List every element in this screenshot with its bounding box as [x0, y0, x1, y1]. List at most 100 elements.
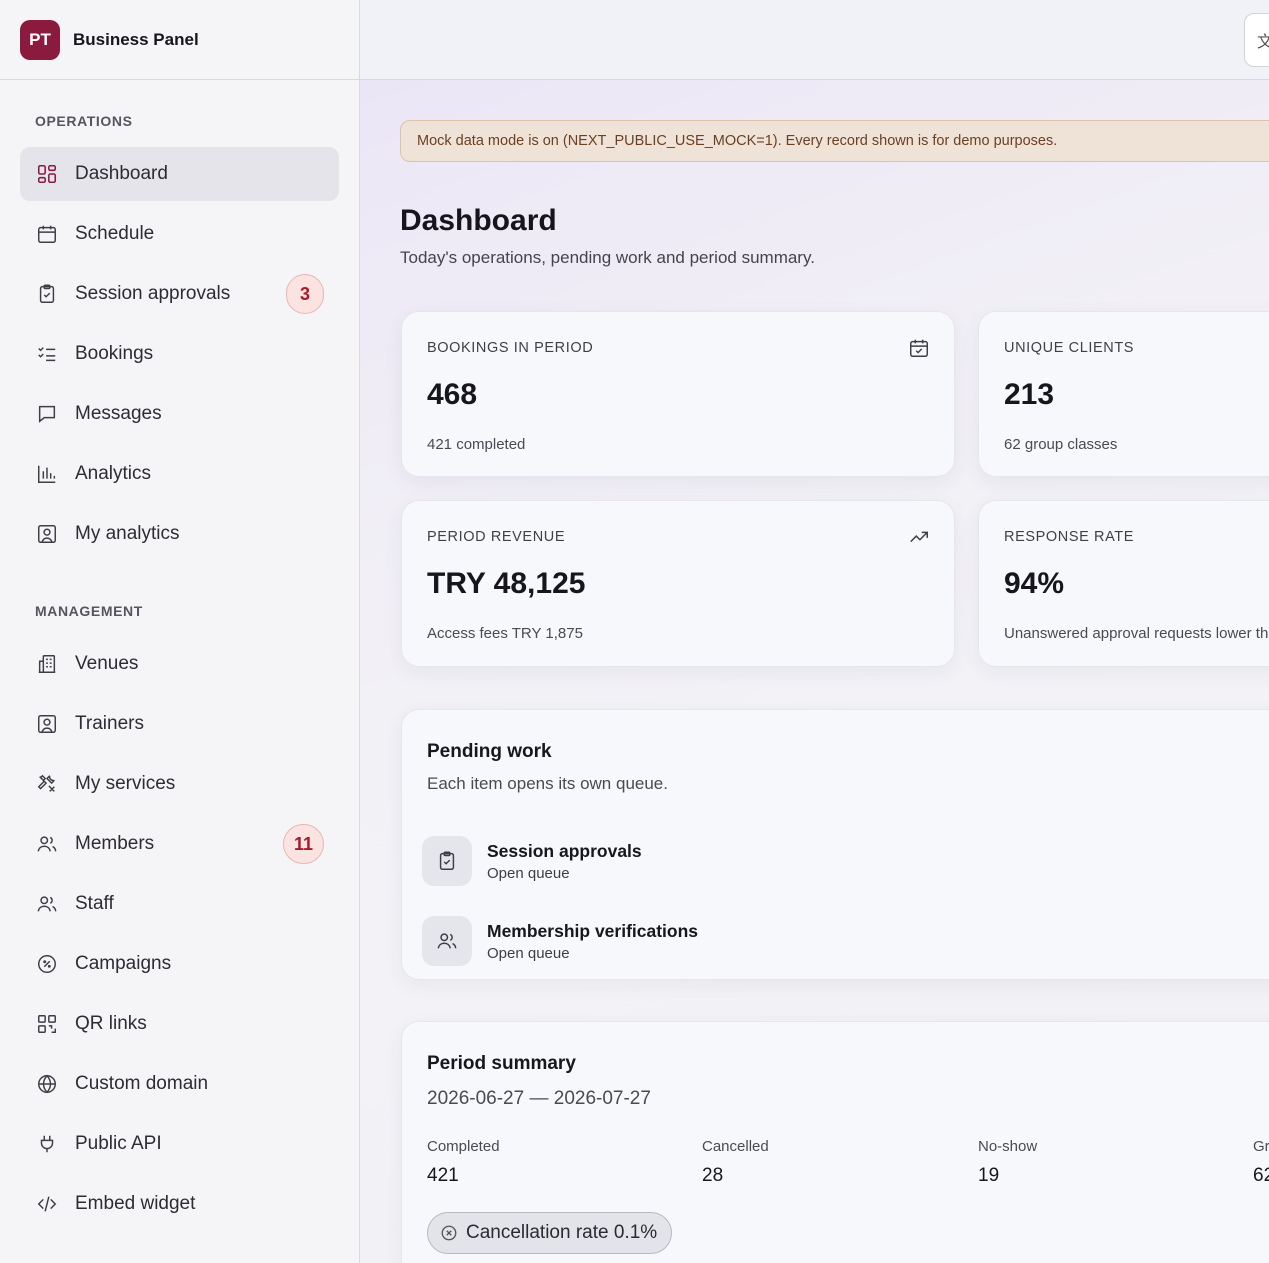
queue-item-session-approvals[interactable]: Session approvals Open queue	[422, 834, 642, 888]
sidebar-item-bookings[interactable]: Bookings	[20, 327, 339, 381]
brand-logo: PT	[20, 19, 60, 60]
stat-card-bookings: BOOKINGS IN PERIOD 468 421 completed	[401, 311, 955, 477]
sidebar-item-trainers[interactable]: Trainers	[20, 697, 339, 751]
bar-chart-icon	[35, 462, 59, 486]
list-check-icon	[35, 342, 59, 366]
summary-group: Gr 62	[1253, 1138, 1269, 1187]
sidebar-item-session-approvals[interactable]: Session approvals 3	[20, 267, 339, 321]
count-badge: 11	[282, 824, 324, 864]
sidebar-item-embed-widget[interactable]: Embed widget	[20, 1177, 339, 1231]
queue-subtitle: Open queue	[487, 864, 570, 882]
sidebar-item-label: Dashboard	[75, 163, 168, 184]
queue-item-membership-verifications[interactable]: Membership verifications Open queue	[422, 914, 698, 968]
sidebar-item-staff[interactable]: Staff	[20, 877, 339, 931]
qr-code-icon	[35, 1012, 59, 1036]
brand-name: Business Panel	[73, 29, 199, 49]
sidebar-item-messages[interactable]: Messages	[20, 387, 339, 441]
main-content: Mock data mode is on (NEXT_PUBLIC_USE_MO…	[360, 80, 1269, 1263]
summary-value: 421	[427, 1165, 459, 1186]
count-badge: 3	[286, 274, 324, 314]
summary-completed: Completed 421	[427, 1138, 500, 1187]
sidebar-item-label: My services	[75, 773, 176, 794]
sidebar-item-label: QR links	[75, 1013, 147, 1034]
summary-cancelled: Cancelled 28	[702, 1138, 769, 1187]
stat-value: 213	[1004, 378, 1055, 411]
stat-sub: 62 group classes	[1004, 436, 1118, 453]
clipboard-check-icon	[422, 836, 472, 886]
sidebar-item-label: Analytics	[75, 463, 152, 484]
cancellation-rate-text: Cancellation rate 0.1%	[466, 1222, 658, 1243]
sidebar-item-schedule[interactable]: Schedule	[20, 207, 339, 261]
mock-data-banner: Mock data mode is on (NEXT_PUBLIC_USE_MO…	[400, 120, 1269, 162]
discount-icon	[35, 952, 59, 976]
sidebar-item-label: My analytics	[75, 523, 180, 544]
period-range: 2026-06-27 — 2026-07-27	[427, 1088, 651, 1109]
section-title: Period summary	[427, 1053, 576, 1074]
sidebar-item-label: Campaigns	[75, 953, 172, 974]
sidebar: PT Business Panel OPERATIONS Dashboard S…	[0, 0, 360, 1263]
trending-up-icon	[908, 526, 930, 548]
page-subtitle: Today's operations, pending work and per…	[400, 248, 815, 267]
sidebar-item-custom-domain[interactable]: Custom domain	[20, 1057, 339, 1111]
queue-subtitle: Open queue	[487, 944, 570, 962]
period-summary-card: Period summary 2026-06-27 — 2026-07-27 C…	[401, 1021, 1269, 1263]
sidebar-item-my-services[interactable]: My services	[20, 757, 339, 811]
summary-value: 19	[978, 1165, 1000, 1186]
sidebar-item-label: Trainers	[75, 713, 144, 734]
section-label-management: MANAGEMENT	[35, 603, 143, 619]
stat-card-unique-clients: UNIQUE CLIENTS 213 62 group classes	[978, 311, 1269, 477]
circle-x-icon	[440, 1224, 458, 1242]
summary-label: No-show	[978, 1138, 1038, 1155]
sidebar-item-dashboard[interactable]: Dashboard	[20, 147, 339, 201]
users-icon	[422, 916, 472, 966]
page-title: Dashboard	[400, 204, 557, 237]
section-title: Pending work	[427, 741, 552, 762]
sidebar-item-label: Venues	[75, 653, 139, 674]
stat-value: 468	[427, 378, 478, 411]
sidebar-item-label: Session approvals	[75, 283, 231, 304]
message-icon	[35, 402, 59, 426]
stat-label: PERIOD REVENUE	[427, 529, 566, 545]
sidebar-item-analytics[interactable]: Analytics	[20, 447, 339, 501]
sidebar-item-label: Embed widget	[75, 1193, 196, 1214]
globe-icon	[35, 1072, 59, 1096]
stat-label: BOOKINGS IN PERIOD	[427, 340, 594, 356]
language-button[interactable]: 文	[1244, 13, 1269, 67]
stat-value: TRY 48,125	[427, 567, 586, 600]
users-icon	[35, 892, 59, 916]
users-icon	[35, 832, 59, 856]
sidebar-item-label: Schedule	[75, 223, 155, 244]
sidebar-item-label: Public API	[75, 1133, 162, 1154]
summary-no-show: No-show 19	[978, 1138, 1037, 1187]
section-subtitle: Each item opens its own queue.	[427, 774, 668, 793]
sidebar-item-my-analytics[interactable]: My analytics	[20, 507, 339, 561]
pending-work-card: Pending work Each item opens its own que…	[401, 709, 1269, 980]
code-icon	[35, 1192, 59, 1216]
top-bar: 文	[360, 0, 1269, 80]
stat-sub: Unanswered approval requests lower th	[1004, 625, 1269, 642]
queue-title: Membership verifications	[487, 920, 699, 941]
section-label-operations: OPERATIONS	[35, 113, 133, 129]
summary-label: Gr	[1253, 1138, 1269, 1155]
sidebar-item-qr-links[interactable]: QR links	[20, 997, 339, 1051]
sidebar-item-campaigns[interactable]: Campaigns	[20, 937, 339, 991]
building-icon	[35, 652, 59, 676]
summary-value: 28	[702, 1165, 724, 1186]
stat-label: RESPONSE RATE	[1004, 529, 1135, 545]
summary-label: Cancelled	[702, 1138, 769, 1155]
calendar-check-icon	[908, 337, 930, 359]
summary-label: Completed	[427, 1138, 500, 1155]
sidebar-item-members[interactable]: Members 11	[20, 817, 339, 871]
sidebar-item-label: Bookings	[75, 343, 154, 364]
sidebar-item-venues[interactable]: Venues	[20, 637, 339, 691]
user-square-icon	[35, 522, 59, 546]
brand-header[interactable]: PT Business Panel	[0, 0, 359, 80]
sidebar-item-label: Messages	[75, 403, 162, 424]
cancellation-rate-badge: Cancellation rate 0.1%	[427, 1212, 673, 1254]
stat-sub: Access fees TRY 1,875	[427, 625, 583, 642]
summary-value: 62	[1253, 1165, 1269, 1186]
sidebar-item-public-api[interactable]: Public API	[20, 1117, 339, 1171]
dashboard-grid-icon	[35, 162, 59, 186]
queue-title: Session approvals	[487, 840, 642, 861]
clipboard-check-icon	[35, 282, 59, 306]
